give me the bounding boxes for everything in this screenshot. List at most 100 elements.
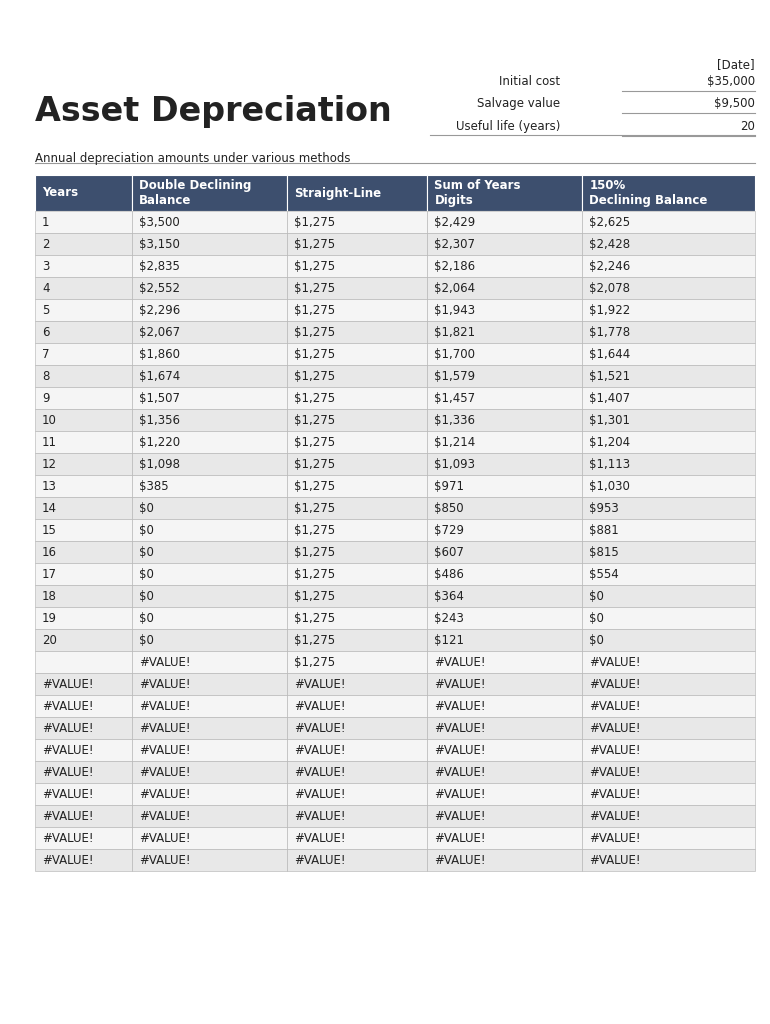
Text: $0: $0	[589, 634, 604, 646]
Text: $1,275: $1,275	[294, 259, 335, 272]
Text: #VALUE!: #VALUE!	[139, 655, 191, 669]
Text: $1,275: $1,275	[294, 546, 335, 558]
Text: $1,860: $1,860	[139, 347, 180, 360]
Text: $0: $0	[139, 611, 154, 625]
Text: #VALUE!: #VALUE!	[139, 722, 191, 734]
Text: $1,275: $1,275	[294, 303, 335, 316]
Text: #VALUE!: #VALUE!	[42, 699, 93, 713]
Text: $1,356: $1,356	[139, 414, 180, 427]
Text: $0: $0	[139, 567, 154, 581]
Text: $953: $953	[589, 502, 619, 514]
Text: $1,275: $1,275	[294, 458, 335, 470]
Text: Asset Depreciation: Asset Depreciation	[35, 95, 392, 128]
Text: $1,275: $1,275	[294, 502, 335, 514]
Text: $1,275: $1,275	[294, 370, 335, 383]
Text: Initial cost: Initial cost	[499, 75, 560, 88]
Text: #VALUE!: #VALUE!	[42, 853, 93, 866]
Text: $971: $971	[434, 479, 464, 493]
Text: $35,000: $35,000	[707, 75, 755, 88]
Text: $1,030: $1,030	[589, 479, 630, 493]
Text: #VALUE!: #VALUE!	[589, 810, 641, 822]
Text: $1,943: $1,943	[434, 303, 476, 316]
Text: $1,214: $1,214	[434, 435, 476, 449]
Text: $554: $554	[589, 567, 619, 581]
Text: $1,301: $1,301	[589, 414, 630, 427]
Text: $0: $0	[589, 611, 604, 625]
Text: $1,275: $1,275	[294, 282, 335, 295]
Text: Years: Years	[42, 186, 78, 200]
Text: #VALUE!: #VALUE!	[434, 655, 486, 669]
Text: #VALUE!: #VALUE!	[589, 831, 641, 845]
Text: 4: 4	[42, 282, 49, 295]
Text: #VALUE!: #VALUE!	[139, 853, 191, 866]
Text: $385: $385	[139, 479, 169, 493]
Text: $1,700: $1,700	[434, 347, 475, 360]
Text: $607: $607	[434, 546, 464, 558]
Text: Sum of Years
Digits: Sum of Years Digits	[434, 179, 521, 207]
Text: 19: 19	[42, 611, 57, 625]
Text: 17: 17	[42, 567, 57, 581]
Text: 18: 18	[42, 590, 57, 602]
Text: $9,500: $9,500	[714, 97, 755, 110]
Text: $3,500: $3,500	[139, 215, 180, 228]
Text: #VALUE!: #VALUE!	[589, 787, 641, 801]
Text: 11: 11	[42, 435, 57, 449]
Text: $2,429: $2,429	[434, 215, 476, 228]
Text: $121: $121	[434, 634, 464, 646]
Text: 1: 1	[42, 215, 49, 228]
Text: #VALUE!: #VALUE!	[294, 831, 346, 845]
Text: $1,275: $1,275	[294, 435, 335, 449]
Text: $2,835: $2,835	[139, 259, 180, 272]
Text: #VALUE!: #VALUE!	[589, 678, 641, 690]
Text: 2: 2	[42, 238, 49, 251]
Text: $881: $881	[589, 523, 619, 537]
Text: $2,246: $2,246	[589, 259, 631, 272]
Text: 150%
Declining Balance: 150% Declining Balance	[589, 179, 708, 207]
Text: #VALUE!: #VALUE!	[139, 831, 191, 845]
Text: Useful life (years): Useful life (years)	[456, 120, 560, 133]
Text: #VALUE!: #VALUE!	[294, 766, 346, 778]
Text: 7: 7	[42, 347, 49, 360]
Text: $1,275: $1,275	[294, 479, 335, 493]
Text: $2,067: $2,067	[139, 326, 180, 339]
Text: Double Declining
Balance: Double Declining Balance	[139, 179, 252, 207]
Text: 20: 20	[740, 120, 755, 133]
Text: $1,457: $1,457	[434, 391, 476, 404]
Text: $729: $729	[434, 523, 464, 537]
Text: $1,275: $1,275	[294, 634, 335, 646]
Text: #VALUE!: #VALUE!	[294, 699, 346, 713]
Text: $0: $0	[139, 546, 154, 558]
Text: $486: $486	[434, 567, 464, 581]
Text: $2,307: $2,307	[434, 238, 475, 251]
Text: $1,275: $1,275	[294, 347, 335, 360]
Text: $1,407: $1,407	[589, 391, 631, 404]
Text: #VALUE!: #VALUE!	[434, 766, 486, 778]
Text: #VALUE!: #VALUE!	[434, 743, 486, 757]
Text: #VALUE!: #VALUE!	[42, 810, 93, 822]
Text: $1,507: $1,507	[139, 391, 180, 404]
Text: #VALUE!: #VALUE!	[42, 787, 93, 801]
Text: $243: $243	[434, 611, 464, 625]
Text: 14: 14	[42, 502, 57, 514]
Text: $2,552: $2,552	[139, 282, 180, 295]
Text: 9: 9	[42, 391, 49, 404]
Text: #VALUE!: #VALUE!	[589, 766, 641, 778]
Text: $1,275: $1,275	[294, 590, 335, 602]
Text: $0: $0	[139, 590, 154, 602]
Text: 15: 15	[42, 523, 57, 537]
Text: #VALUE!: #VALUE!	[294, 853, 346, 866]
Text: #VALUE!: #VALUE!	[434, 831, 486, 845]
Text: #VALUE!: #VALUE!	[139, 766, 191, 778]
Text: $1,093: $1,093	[434, 458, 475, 470]
Text: $1,644: $1,644	[589, 347, 631, 360]
Text: $850: $850	[434, 502, 464, 514]
Text: $0: $0	[139, 523, 154, 537]
Text: $815: $815	[589, 546, 619, 558]
Text: $0: $0	[589, 590, 604, 602]
Text: $1,113: $1,113	[589, 458, 631, 470]
Text: $2,296: $2,296	[139, 303, 180, 316]
Text: $1,275: $1,275	[294, 215, 335, 228]
Text: $1,922: $1,922	[589, 303, 631, 316]
Text: #VALUE!: #VALUE!	[294, 787, 346, 801]
Text: #VALUE!: #VALUE!	[294, 743, 346, 757]
